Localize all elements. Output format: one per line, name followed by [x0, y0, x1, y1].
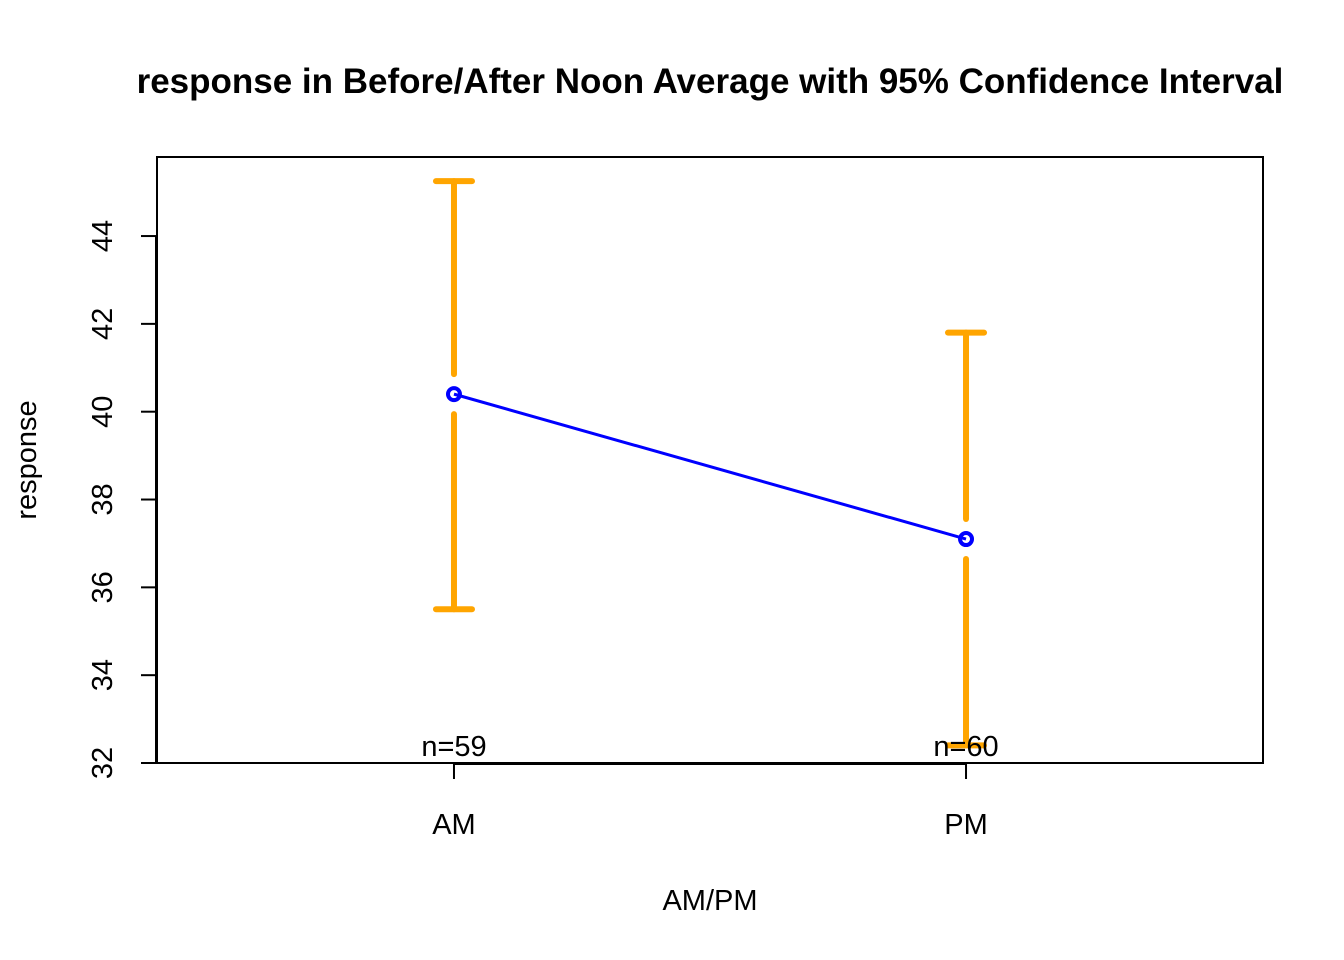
x-tick-label: PM: [944, 809, 988, 841]
y-tick-label: 44: [87, 220, 119, 252]
y-axis: 32 34 36 38 40 42 44: [87, 220, 157, 779]
error-bars: [432, 178, 988, 749]
mean-point: [445, 386, 462, 403]
n-labels: n=59 n=60: [421, 731, 998, 763]
n-label: n=59: [421, 731, 486, 763]
y-tick-label: 34: [87, 659, 119, 691]
y-tick-label: 38: [87, 483, 119, 515]
y-axis-label: response: [11, 400, 43, 519]
plot-frame: [156, 156, 1264, 764]
y-tick-label: 36: [87, 571, 119, 603]
error-bar: [945, 329, 988, 749]
y-tick-label: 42: [87, 308, 119, 340]
y-tick-label: 40: [87, 396, 119, 428]
mean-line: [453, 392, 967, 541]
x-axis-label: AM/PM: [662, 885, 757, 917]
error-bar: [432, 178, 475, 613]
series-line: [453, 392, 967, 541]
y-tick-label: 32: [87, 747, 119, 779]
chart-title: response in Before/After Noon Average wi…: [137, 62, 1284, 101]
n-label: n=60: [933, 731, 998, 763]
mean-point: [958, 531, 975, 548]
x-tick-label: AM: [432, 809, 476, 841]
x-axis: AM PM: [432, 763, 988, 841]
data-points: [445, 386, 975, 548]
